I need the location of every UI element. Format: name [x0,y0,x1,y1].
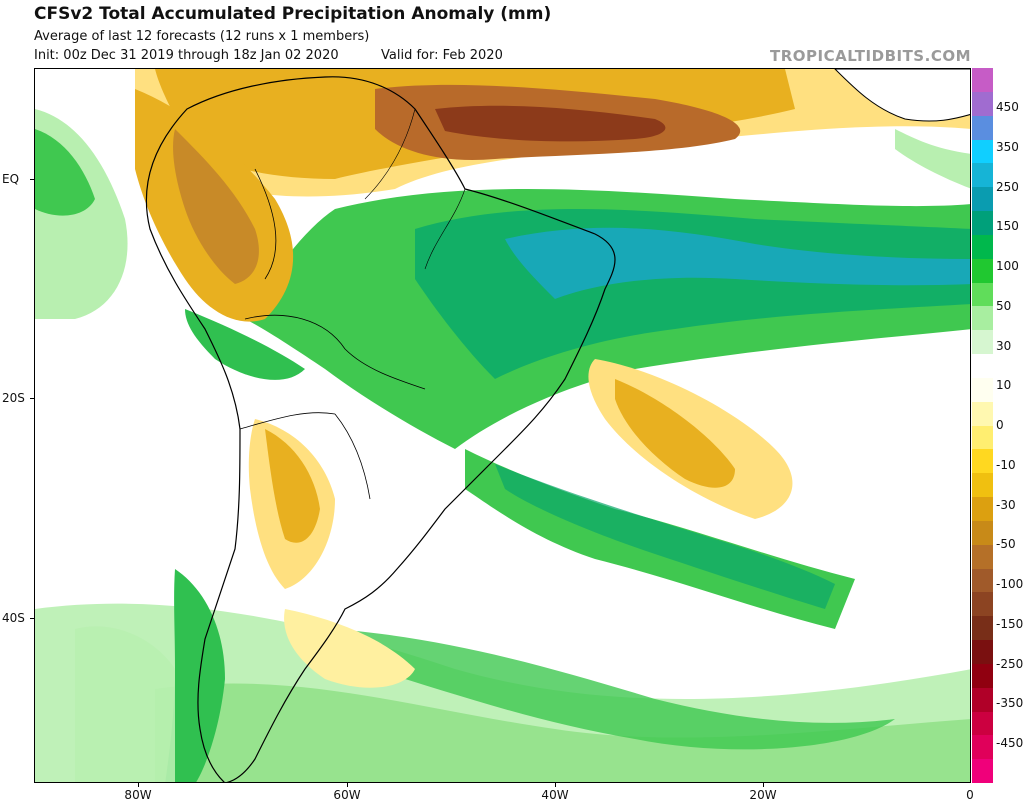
colorbar-segment [972,330,993,355]
colorbar-segment [972,234,993,260]
south-america-outline [145,76,616,782]
lon-tick [555,783,556,787]
colorbar-segment [972,68,993,93]
colorbar-segment [972,616,993,641]
lon-tick [347,783,348,787]
colorbar-segment [972,354,993,379]
colorbar-segment [972,211,993,236]
colorbar-label: -450 [996,736,1024,750]
colorbar-segment [972,520,993,546]
africa-outline [834,69,970,122]
precipitation-anomaly-map [34,68,971,783]
brand-watermark: TROPICALTIDBITS.COM [770,47,971,65]
colorbar-segment [972,568,993,593]
colorbar-segment [972,592,993,617]
colorbar-label: -350 [996,696,1024,711]
colorbar-segment [972,544,993,569]
lon-label-80w: 80W [124,788,152,802]
colorbar-label: 0 [996,418,1004,432]
valid-time: Valid for: Feb 2020 [381,48,503,63]
lon-tick [138,783,139,787]
colorbar-segment [972,282,993,307]
colorbar-segment [972,711,993,736]
colorbar-label: -30 [996,497,1016,512]
colorbar-label: -150 [996,616,1024,631]
map-canvas [35,69,970,782]
colorbar-label: 450 [996,100,1019,114]
lon-label-60w: 60W [333,788,361,802]
colorbar-label: 100 [996,259,1019,273]
colorbar-segment [972,91,993,117]
lon-tick [763,783,764,787]
colorbar-label: -10 [996,457,1016,472]
colorbar-label: 30 [996,338,1012,353]
colorbar-label: 10 [996,378,1012,393]
colorbar-label: 250 [996,179,1019,194]
init-time: Init: 00z Dec 31 2019 through 18z Jan 02… [34,48,339,63]
colorbar-segment [972,759,993,784]
colorbar-segment [972,663,993,689]
colorbar-label: 350 [996,139,1019,154]
map-subtitle: Average of last 12 forecasts (12 runs x … [34,29,370,44]
lat-tick [30,618,35,619]
colorbar-segment [972,115,993,140]
lat-label-eq: EQ [2,172,20,186]
map-title: CFSv2 Total Accumulated Precipitation An… [34,4,552,24]
colorbar-segment [972,640,993,665]
colorbar-segment [972,139,993,164]
colorbar-segment [972,163,993,188]
lat-tick [30,179,35,180]
colorbar-segment [972,473,993,498]
lat-label-40s: 40S [2,611,25,625]
colorbar-segment [972,687,993,712]
colorbar-segment [972,258,993,283]
colorbar-segment [972,377,993,403]
colorbar-label: 150 [996,219,1019,234]
colorbar-segment [972,735,993,760]
lon-label-20w: 20W [749,788,777,802]
colorbar-segment [972,497,993,522]
colorbar-label: -250 [996,656,1024,671]
colorbar-segment [972,425,993,450]
colorbar-label: -100 [996,577,1024,591]
lon-label-40w: 40W [541,788,569,802]
colorbar-label: 50 [996,298,1012,313]
lat-label-20s: 20S [2,391,25,405]
colorbar-segment [972,306,993,331]
colorbar-segment [972,449,993,474]
lat-tick [30,398,35,399]
colorbar-segment [972,401,993,426]
colorbar [972,68,993,784]
colorbar-segment [972,187,993,212]
colorbar-label: -50 [996,537,1016,552]
lon-label-0: 0 [966,788,974,802]
